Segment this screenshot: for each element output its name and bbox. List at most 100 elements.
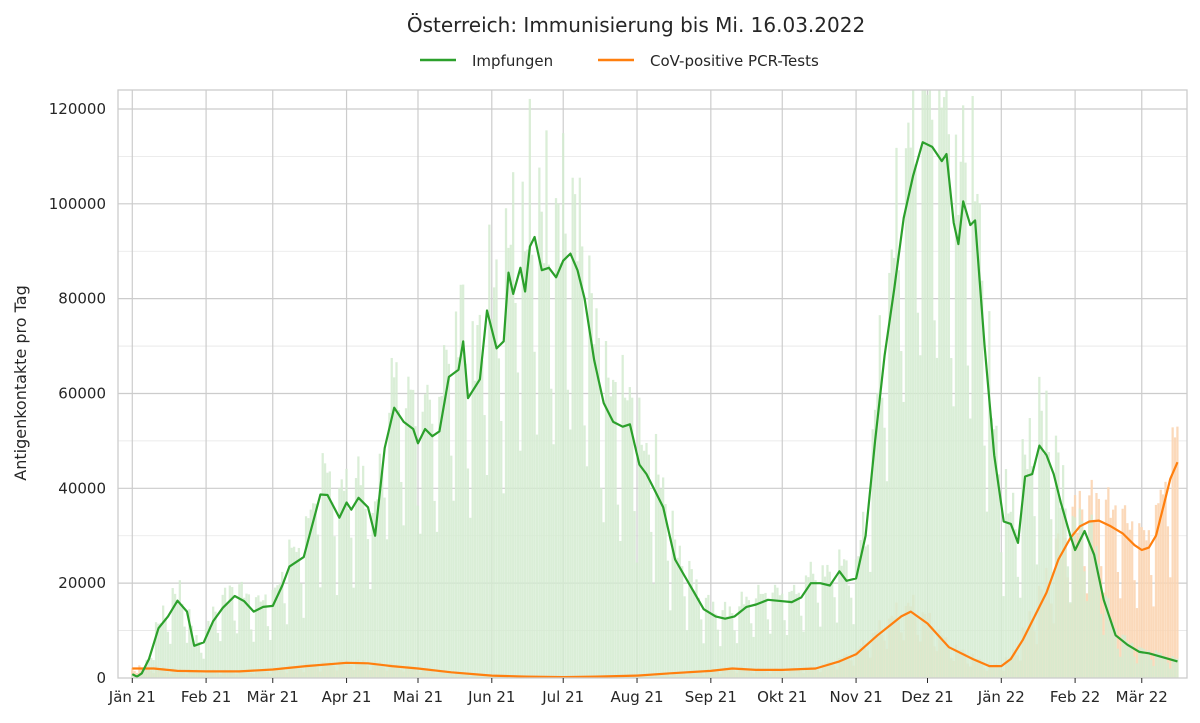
bar-impfungen xyxy=(209,627,212,678)
bar-impfungen xyxy=(466,468,470,678)
bar-impfungen xyxy=(1164,656,1167,678)
bar-impfungen xyxy=(697,597,700,678)
bar-impfungen xyxy=(371,512,374,678)
bar-impfungen xyxy=(264,594,267,678)
bar-impfungen xyxy=(564,233,567,678)
bar-impfungen xyxy=(833,597,836,678)
bar-impfungen xyxy=(602,522,605,678)
bar-impfungen xyxy=(712,601,715,678)
bar-pcr-tests xyxy=(1126,523,1129,678)
bar-impfungen xyxy=(166,631,170,678)
bar-impfungen xyxy=(1028,418,1031,678)
y-tick-label: 100000 xyxy=(49,195,106,213)
bar-impfungen xyxy=(745,596,748,678)
bar-impfungen xyxy=(619,541,622,678)
bar-impfungen xyxy=(1009,511,1012,678)
bar-pcr-tests xyxy=(1166,526,1170,678)
bar-impfungen xyxy=(295,551,298,678)
bar-impfungen xyxy=(654,433,658,678)
bar-impfungen xyxy=(435,531,439,678)
bar-impfungen xyxy=(721,610,724,678)
chart-title: Österreich: Immunisierung bis Mi. 16.03.… xyxy=(407,13,865,37)
bar-impfungen xyxy=(331,502,334,678)
bar-pcr-tests xyxy=(1176,426,1179,678)
bar-impfungen xyxy=(385,539,389,678)
bar-impfungen xyxy=(562,133,565,678)
bar-impfungen xyxy=(762,593,765,678)
bar-impfungen xyxy=(985,511,989,678)
bar-impfungen xyxy=(516,372,520,678)
bar-impfungen xyxy=(1031,466,1034,678)
bar-impfungen xyxy=(1171,656,1174,678)
bar-impfungen xyxy=(514,302,517,678)
bar-impfungen xyxy=(1035,564,1039,678)
bar-impfungen xyxy=(966,365,970,678)
bar-impfungen xyxy=(288,539,291,678)
bar-impfungen xyxy=(164,618,167,678)
bar-impfungen xyxy=(569,429,572,678)
bar-impfungen xyxy=(200,652,203,678)
bar-impfungen xyxy=(776,587,779,678)
bar-impfungen xyxy=(600,487,603,678)
bar-impfungen xyxy=(802,631,805,678)
bar-impfungen xyxy=(740,591,743,678)
bar-impfungen xyxy=(550,388,553,678)
bar-impfungen xyxy=(542,263,546,678)
bar-impfungen xyxy=(1019,597,1022,678)
bar-impfungen xyxy=(909,147,912,678)
bar-impfungen xyxy=(631,397,634,678)
bar-impfungen xyxy=(362,465,365,678)
bar-impfungen xyxy=(226,603,229,678)
bar-impfungen xyxy=(933,320,936,678)
bar-impfungen xyxy=(509,244,512,678)
bar-impfungen xyxy=(819,626,822,678)
bar-impfungen xyxy=(804,575,808,678)
bar-impfungen xyxy=(1085,601,1089,678)
bar-impfungen xyxy=(1173,658,1177,678)
y-ticks: 0 20000 40000 60000 80000 100000 120000 xyxy=(49,100,106,687)
bar-impfungen xyxy=(269,639,272,678)
bar-pcr-tests xyxy=(1164,481,1167,678)
bar-impfungen xyxy=(519,450,522,678)
bar-impfungen xyxy=(483,415,486,678)
x-tick-label: Jun 21 xyxy=(467,688,515,706)
bar-impfungen xyxy=(862,511,865,678)
y-tick-label: 80000 xyxy=(58,290,106,308)
bar-impfungen xyxy=(983,445,986,678)
bar-impfungen xyxy=(552,444,555,678)
bar-impfungen xyxy=(621,354,624,678)
bar-impfungen xyxy=(395,362,398,678)
bar-impfungen xyxy=(1054,435,1058,678)
bar-impfungen xyxy=(995,425,998,678)
bar-impfungen xyxy=(1042,453,1046,678)
bar-impfungen xyxy=(512,172,515,678)
bar-impfungen xyxy=(1176,658,1179,678)
bar-impfungen xyxy=(581,246,584,678)
bar-impfungen xyxy=(831,583,834,678)
bar-impfungen xyxy=(345,468,348,678)
bar-impfungen xyxy=(881,397,884,678)
bar-impfungen xyxy=(183,626,186,678)
bar-impfungen xyxy=(471,321,474,678)
bar-impfungen xyxy=(454,311,458,678)
bar-impfungen xyxy=(428,399,431,678)
bar-impfungen xyxy=(969,418,972,678)
bar-impfungen xyxy=(423,394,427,678)
bar-impfungen xyxy=(333,536,336,678)
bar-impfungen xyxy=(373,501,377,678)
bar-impfungen xyxy=(642,450,646,678)
bar-impfungen xyxy=(154,622,158,678)
bar-impfungen xyxy=(669,610,672,678)
bar-impfungen xyxy=(192,646,196,678)
bar-impfungen xyxy=(169,643,172,678)
bar-impfungen xyxy=(297,547,301,678)
bar-impfungen xyxy=(462,284,465,678)
bar-impfungen xyxy=(945,90,948,678)
bar-impfungen xyxy=(1002,596,1005,678)
x-tick-label: Jul 21 xyxy=(541,688,584,706)
bar-impfungen xyxy=(416,505,420,678)
bar-impfungen xyxy=(254,597,258,678)
bar-impfungen xyxy=(1088,520,1091,678)
bar-impfungen xyxy=(976,193,979,678)
